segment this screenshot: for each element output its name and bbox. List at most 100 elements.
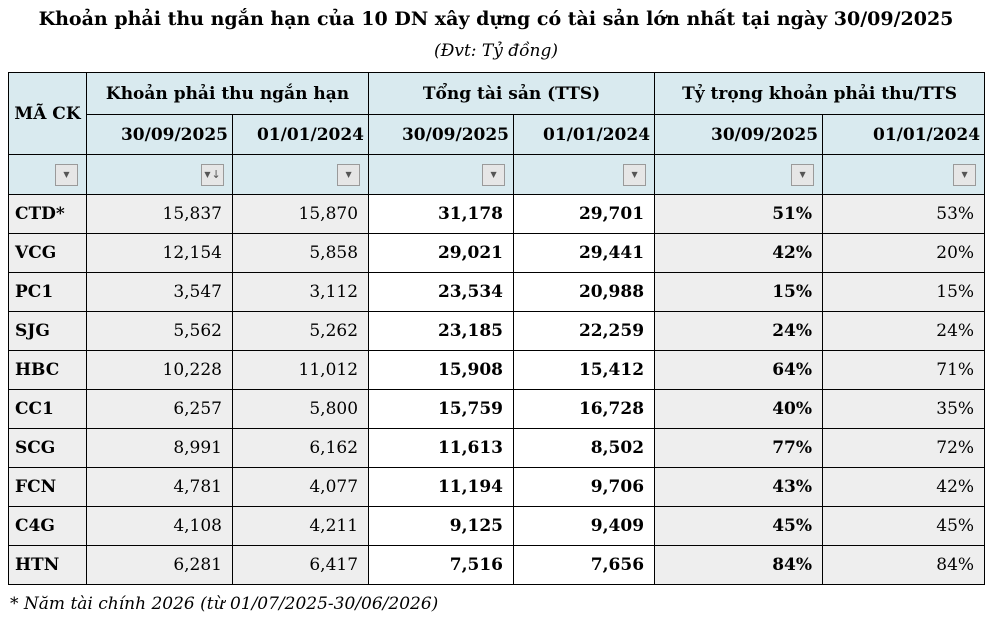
table-row: C4G 4,108 4,211 9,125 9,409 45% 45% xyxy=(8,506,986,546)
assets-2025-cell: 15,908 xyxy=(368,350,515,390)
dropdown-arrow-icon: ▼ xyxy=(63,169,70,179)
assets-2024-cell: 9,409 xyxy=(513,506,656,546)
assets-2025-cell: 15,759 xyxy=(368,389,515,429)
group-header-total-assets: Tổng tài sản (TTS) xyxy=(368,72,656,115)
assets-2024-cell: 29,701 xyxy=(513,194,656,234)
receivable-2025-cell: 15,837 xyxy=(86,194,233,234)
ratio-2024-cell: 53% xyxy=(822,194,986,234)
assets-2024-cell: 20,988 xyxy=(513,272,656,312)
ratio-2024-cell: 42% xyxy=(822,467,986,507)
filter-dropdown-button[interactable]: ▼ xyxy=(482,163,506,186)
table-row: CC1 6,257 5,800 15,759 16,728 40% 35% xyxy=(8,389,986,429)
date-header: 01/01/2024 xyxy=(822,114,986,155)
filter-dropdown-button[interactable]: ▼ xyxy=(791,163,815,186)
table-row: SCG 8,991 6,162 11,613 8,502 77% 72% xyxy=(8,428,986,468)
table-row: HTN 6,281 6,417 7,516 7,656 84% 84% xyxy=(8,545,986,585)
ratio-2025-cell: 51% xyxy=(654,194,824,234)
assets-2024-cell: 9,706 xyxy=(513,467,656,507)
date-header: 01/01/2024 xyxy=(513,114,656,155)
ratio-2025-cell: 43% xyxy=(654,467,824,507)
assets-2025-cell: 11,194 xyxy=(368,467,515,507)
page-title: Khoản phải thu ngắn hạn của 10 DN xây dự… xyxy=(38,8,954,30)
date-header: 30/09/2025 xyxy=(368,114,515,155)
filter-dropdown-button[interactable]: ▼ xyxy=(337,163,361,186)
sort-descending-icon: ↓ xyxy=(211,168,221,181)
assets-2024-cell: 8,502 xyxy=(513,428,656,468)
receivable-2024-cell: 5,858 xyxy=(231,233,370,273)
table-row: HBC 10,228 11,012 15,908 15,412 64% 71% xyxy=(8,350,986,390)
ratio-2025-cell: 24% xyxy=(654,311,824,351)
autofilter-row: ▼ ▼ ↓ ▼ ▼ ▼ ▼ ▼ xyxy=(8,154,986,195)
ticker-cell: PC1 xyxy=(8,272,87,312)
assets-2025-cell: 23,534 xyxy=(368,272,515,312)
ratio-2024-cell: 24% xyxy=(822,311,986,351)
date-header: 30/09/2025 xyxy=(86,114,233,155)
unit-note: (Đvt: Tỷ đồng) xyxy=(433,41,558,61)
receivable-2024-cell: 4,211 xyxy=(231,506,370,546)
dropdown-arrow-icon: ▼ xyxy=(631,169,638,179)
ticker-cell: SCG xyxy=(8,428,87,468)
receivable-2024-cell: 5,262 xyxy=(231,311,370,351)
ratio-2024-cell: 84% xyxy=(822,545,986,585)
dropdown-arrow-icon: ▼ xyxy=(799,169,806,179)
table-row: SJG 5,562 5,262 23,185 22,259 24% 24% xyxy=(8,311,986,351)
table-row: PC1 3,547 3,112 23,534 20,988 15% 15% xyxy=(8,272,986,312)
ticker-cell: CTD* xyxy=(8,194,87,234)
receivable-2025-cell: 4,108 xyxy=(86,506,233,546)
table-row: CTD* 15,837 15,870 31,178 29,701 51% 53% xyxy=(8,194,986,234)
assets-2024-cell: 29,441 xyxy=(513,233,656,273)
receivable-2024-cell: 6,162 xyxy=(231,428,370,468)
filter-dropdown-button[interactable]: ▼ xyxy=(623,163,647,186)
table-row: FCN 4,781 4,077 11,194 9,706 43% 42% xyxy=(8,467,986,507)
assets-2025-cell: 23,185 xyxy=(368,311,515,351)
receivable-2024-cell: 11,012 xyxy=(231,350,370,390)
assets-2025-cell: 31,178 xyxy=(368,194,515,234)
ratio-2025-cell: 42% xyxy=(654,233,824,273)
table-row: VCG 12,154 5,858 29,021 29,441 42% 20% xyxy=(8,233,986,273)
receivables-table: MÃ CK Khoản phải thu ngắn hạn Tổng tài s… xyxy=(8,72,986,585)
ratio-2025-cell: 40% xyxy=(654,389,824,429)
filter-dropdown-button[interactable]: ▼ xyxy=(953,163,977,186)
receivable-2024-cell: 5,800 xyxy=(231,389,370,429)
filter-dropdown-sorted-button[interactable]: ▼ ↓ xyxy=(201,163,224,186)
receivable-2024-cell: 3,112 xyxy=(231,272,370,312)
receivable-2024-cell: 15,870 xyxy=(231,194,370,234)
receivable-2024-cell: 6,417 xyxy=(231,545,370,585)
ratio-2024-cell: 20% xyxy=(822,233,986,273)
date-header: 01/01/2024 xyxy=(231,114,370,155)
assets-2024-cell: 16,728 xyxy=(513,389,656,429)
ticker-cell: SJG xyxy=(8,311,87,351)
ratio-2024-cell: 71% xyxy=(822,350,986,390)
receivable-2025-cell: 6,281 xyxy=(86,545,233,585)
filter-dropdown-button[interactable]: ▼ xyxy=(55,163,78,186)
assets-2025-cell: 7,516 xyxy=(368,545,515,585)
receivable-2024-cell: 4,077 xyxy=(231,467,370,507)
receivable-2025-cell: 10,228 xyxy=(86,350,233,390)
assets-2024-cell: 7,656 xyxy=(513,545,656,585)
assets-2025-cell: 9,125 xyxy=(368,506,515,546)
ticker-cell: CC1 xyxy=(8,389,87,429)
dropdown-arrow-icon: ▼ xyxy=(204,169,211,179)
group-header-receivables: Khoản phải thu ngắn hạn xyxy=(85,72,370,115)
ticker-cell: VCG xyxy=(8,233,87,273)
ticker-cell: HTN xyxy=(8,545,87,585)
ratio-2024-cell: 35% xyxy=(822,389,986,429)
ratio-2025-cell: 15% xyxy=(654,272,824,312)
receivable-2025-cell: 3,547 xyxy=(86,272,233,312)
assets-2024-cell: 15,412 xyxy=(513,350,656,390)
ratio-2025-cell: 64% xyxy=(654,350,824,390)
dropdown-arrow-icon: ▼ xyxy=(345,169,352,179)
ratio-2025-cell: 45% xyxy=(654,506,824,546)
receivable-2025-cell: 4,781 xyxy=(86,467,233,507)
dropdown-arrow-icon: ▼ xyxy=(490,169,497,179)
assets-2024-cell: 22,259 xyxy=(513,311,656,351)
group-header-row: MÃ CK Khoản phải thu ngắn hạn Tổng tài s… xyxy=(8,72,986,155)
group-header-ratio: Tỷ trọng khoản phải thu/TTS xyxy=(654,72,986,115)
date-header-row: 30/09/2025 01/01/2024 30/09/2025 01/01/2… xyxy=(9,114,986,155)
receivable-2025-cell: 5,562 xyxy=(86,311,233,351)
ratio-2024-cell: 45% xyxy=(822,506,986,546)
receivable-2025-cell: 12,154 xyxy=(86,233,233,273)
footnote: * Năm tài chính 2026 (từ 01/07/2025-30/0… xyxy=(10,594,439,614)
ratio-2025-cell: 84% xyxy=(654,545,824,585)
